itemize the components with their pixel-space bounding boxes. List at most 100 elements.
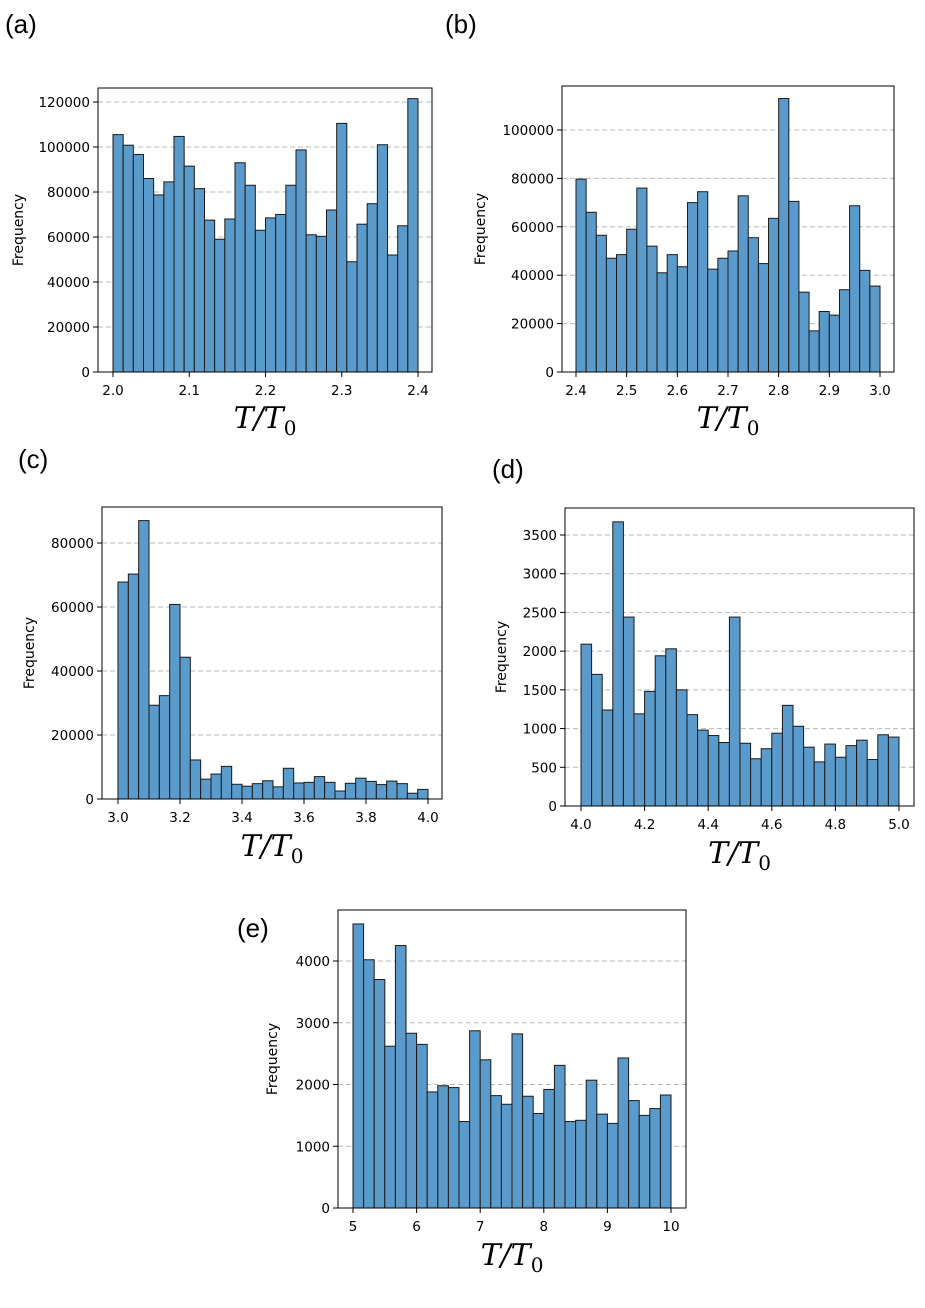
y-tick-label: 60000 [51,600,94,616]
histogram-bar [808,330,820,373]
histogram-bar [564,1121,577,1209]
x-tick-label: 2.2 [255,383,276,399]
histogram-bar [251,783,264,800]
panel-label: (d) [492,454,524,484]
histogram-bar [352,923,365,1209]
histogram-bar [585,1079,598,1209]
y-tick-label: 3000 [523,567,557,583]
histogram-bar [344,782,357,800]
histogram-bar [675,689,688,807]
histogram-bar [532,1113,545,1209]
histogram-bar [315,235,328,373]
histogram-bar [214,238,226,373]
histogram-bar [275,214,287,373]
histogram-bar [193,188,205,373]
histogram-bar [877,734,889,807]
x-tick-label: 4.4 [697,817,718,833]
y-axis-label: Frequency [265,1023,281,1095]
histogram-bar [644,690,656,807]
histogram-bar [849,205,861,373]
histogram-bar [707,268,719,373]
y-tick-label: 0 [545,365,554,381]
histogram-bar [132,153,144,373]
histogram-bar [737,195,749,373]
y-tick-label: 120000 [38,95,90,111]
y-tick-label: 1000 [296,1139,330,1155]
x-axis-label: T/T0 [234,401,297,440]
histogram-bar [437,1085,449,1209]
y-tick-label: 80000 [51,536,94,552]
x-tick-label: 5 [349,1219,358,1235]
histogram-bar [285,184,297,373]
x-tick-label: 2.6 [667,383,688,399]
y-axis-label: Frequency [22,617,38,689]
histogram-bar [397,225,409,373]
panel-label: (c) [18,444,48,474]
histogram-bar [254,229,266,373]
y-tick-label: 0 [81,365,90,381]
y-axis-label: Frequency [11,194,27,266]
y-tick-label: 40000 [51,664,94,680]
histogram-bar [324,781,336,800]
histogram-bar [616,254,628,373]
histogram-bar [272,786,284,800]
histogram-bar [856,739,868,807]
histogram-bar [659,1094,672,1209]
histogram-bar [813,761,826,807]
panel-label: (b) [445,9,477,39]
histogram-bar [387,254,399,373]
histogram-bar [376,144,389,373]
x-tick-label: 4.6 [761,817,782,833]
histogram-bar [757,263,770,373]
histogram-bar [210,773,222,800]
histogram-bar [665,648,677,807]
x-tick-label: 2.9 [819,383,840,399]
histogram-bar [417,788,429,800]
histogram-bar [739,742,752,807]
y-tick-label: 20000 [511,317,554,333]
histogram-bar [295,149,307,373]
histogram-bar [718,742,730,807]
histogram-bar [859,269,871,373]
histogram-bar [189,759,202,800]
histogram-bar [622,616,635,807]
histogram-bar [654,655,667,807]
y-tick-label: 60000 [511,220,554,236]
histogram-bar [490,1095,502,1209]
histogram-bar [179,656,191,800]
y-tick-label: 2000 [523,644,557,660]
histogram-bar [122,144,134,373]
histogram-bar [169,603,181,800]
histogram-bar [163,181,175,373]
x-tick-label: 3.2 [169,810,190,826]
histogram-bar [158,695,171,800]
axes-frame [564,507,915,807]
y-tick-label: 60000 [47,230,90,246]
histogram-bar [241,785,253,800]
histogram-bar [834,756,847,807]
histogram-bar [768,217,780,373]
histogram-bar [612,521,624,807]
y-tick-label: 20000 [47,320,90,336]
histogram-bar [355,777,367,800]
histogram-bar [405,1032,418,1209]
x-tick-label: 8 [540,1219,549,1235]
histogram-bar [117,581,129,800]
histogram-bar [224,218,236,373]
histogram-bar [628,1100,640,1209]
x-tick-label: 5.0 [888,817,909,833]
histogram-bar [265,217,277,373]
histogram-bar [595,234,607,373]
y-tick-label: 40000 [47,275,90,291]
histogram-bar [231,783,243,800]
y-tick-label: 100000 [502,123,554,139]
histogram-bar [697,729,709,807]
histogram-bar [686,714,699,807]
histogram-bar [375,784,388,800]
panel-d: (d) 0 500 1000 1500 2000 2500 3000 3500 4.0 4.2 4.4… [492,454,915,875]
y-tick-label: 2000 [296,1078,330,1094]
y-tick-label: 0 [548,799,557,815]
histogram-bar [818,311,830,373]
histogram-bar [305,234,317,373]
histogram-bar [605,257,618,373]
